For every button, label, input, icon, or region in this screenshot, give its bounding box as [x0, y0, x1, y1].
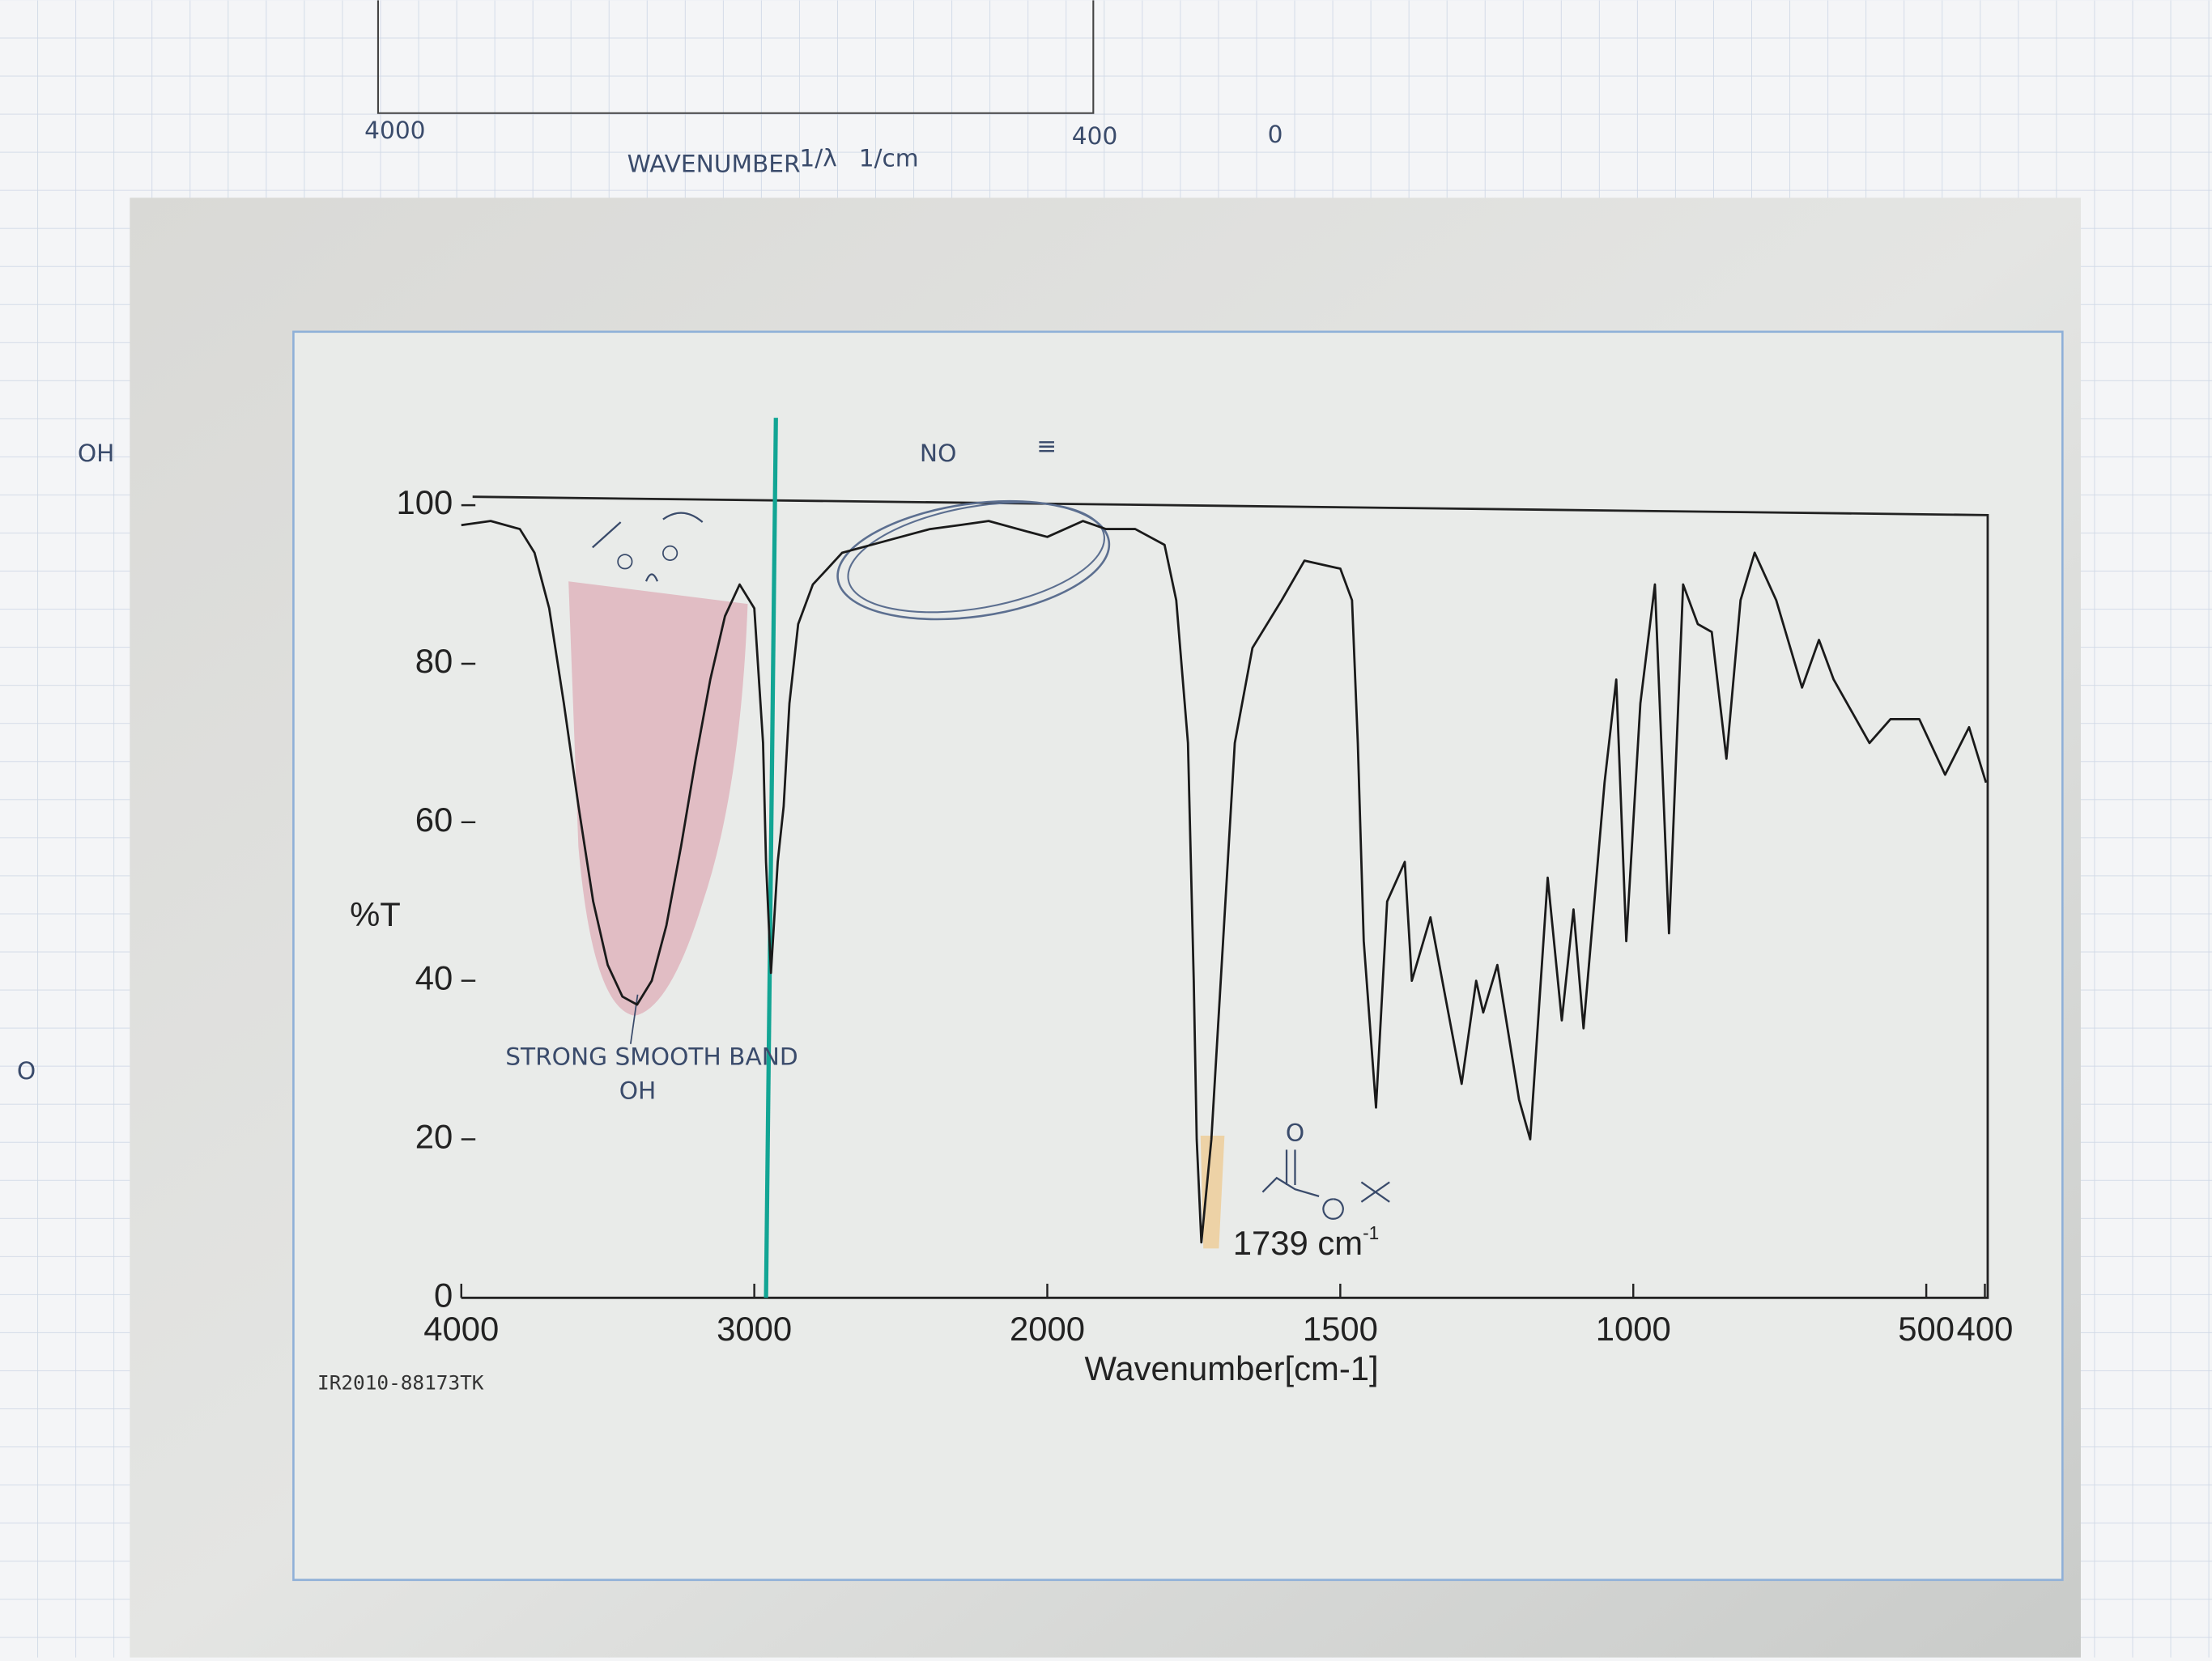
marker-line [764, 418, 778, 1298]
note-label: STRONG SMOOTH BAND [505, 1043, 798, 1071]
x-axis-title: Wavenumber[cm-1] [1085, 1349, 1379, 1387]
note-label: ≡ [1036, 432, 1057, 460]
plot-frame [461, 495, 1989, 1299]
pointer [629, 994, 639, 1044]
x-tick-label: 500 [1898, 1310, 1955, 1348]
doodle [617, 554, 633, 570]
structure-sketch [1261, 1149, 1390, 1220]
note-label: OH [78, 440, 115, 467]
x-tick-label: 400 [1957, 1310, 2014, 1348]
doodle [662, 545, 678, 561]
y-tick-label: 100 [397, 483, 453, 521]
note-label: 1/λ [799, 145, 836, 172]
y-tick-label: 20 [415, 1118, 453, 1156]
note-label: 400 [1072, 122, 1118, 150]
note-label: O [1286, 1119, 1304, 1147]
spectrum-line [461, 520, 1988, 1244]
x-tick-label: 4000 [423, 1310, 499, 1348]
note-label: OH [619, 1077, 657, 1104]
circle-note [847, 501, 1105, 614]
note-label: 0 [1268, 121, 1283, 148]
plot: 0 20 40 60 80 100 4000 3000 2000 1500 1000 500 400 [397, 483, 2014, 1348]
x-tick-label: 1000 [1596, 1310, 1671, 1348]
note-label: O [17, 1057, 36, 1085]
annotation-text: 1739 cm [1233, 1224, 1363, 1262]
note-label: NO [920, 440, 956, 467]
y-axis-title: %T [350, 895, 401, 933]
y-tick-label: 40 [415, 959, 453, 997]
note-label: 4000 [364, 117, 425, 144]
y-tick-label: 60 [415, 801, 453, 839]
highlight-co [1200, 1135, 1225, 1249]
sheet-code: IR2010-88173TK [317, 1371, 484, 1395]
note-label: 1/cm [859, 145, 919, 172]
sketch-box [376, 0, 1095, 114]
circle-note [836, 499, 1111, 621]
y-tick-label: 80 [415, 642, 453, 680]
y-tick-label: 0 [434, 1276, 453, 1314]
x-tick-label: 3000 [717, 1310, 792, 1348]
annotation: 1739 cm-1 [1233, 1222, 1379, 1262]
spectrum-sheet [292, 330, 2064, 1582]
doodle [592, 512, 704, 582]
note-label: WAVENUMBER [627, 151, 801, 178]
x-tick-label: 2000 [1010, 1310, 1085, 1348]
x-tick-label: 1500 [1303, 1310, 1378, 1348]
annotation-sup: -1 [1363, 1222, 1379, 1243]
highlight-oh [568, 581, 748, 1016]
